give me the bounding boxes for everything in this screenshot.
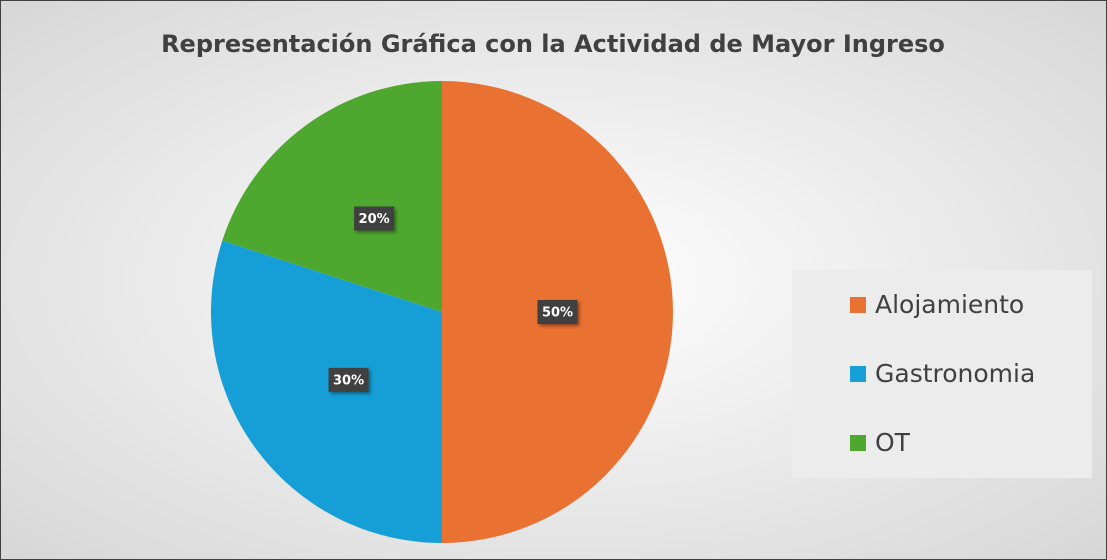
pie-slice xyxy=(222,81,442,312)
data-label: 30% xyxy=(333,373,364,388)
legend-swatch xyxy=(850,366,866,382)
chart-title: Representación Gráfica con la Actividad … xyxy=(161,30,945,58)
data-label: 50% xyxy=(542,306,573,321)
legend-label: OT xyxy=(875,428,911,457)
data-label-box xyxy=(537,300,578,324)
data-label: 20% xyxy=(359,212,390,227)
legend-label: Gastronomia xyxy=(875,359,1035,388)
legend-label: Alojamiento xyxy=(875,290,1024,319)
data-label-box xyxy=(354,206,395,231)
legend-box xyxy=(792,270,1092,478)
data-label-box xyxy=(328,367,369,392)
legend-swatch xyxy=(850,435,866,451)
pie-slice xyxy=(211,240,442,544)
legend-swatch xyxy=(850,297,866,313)
